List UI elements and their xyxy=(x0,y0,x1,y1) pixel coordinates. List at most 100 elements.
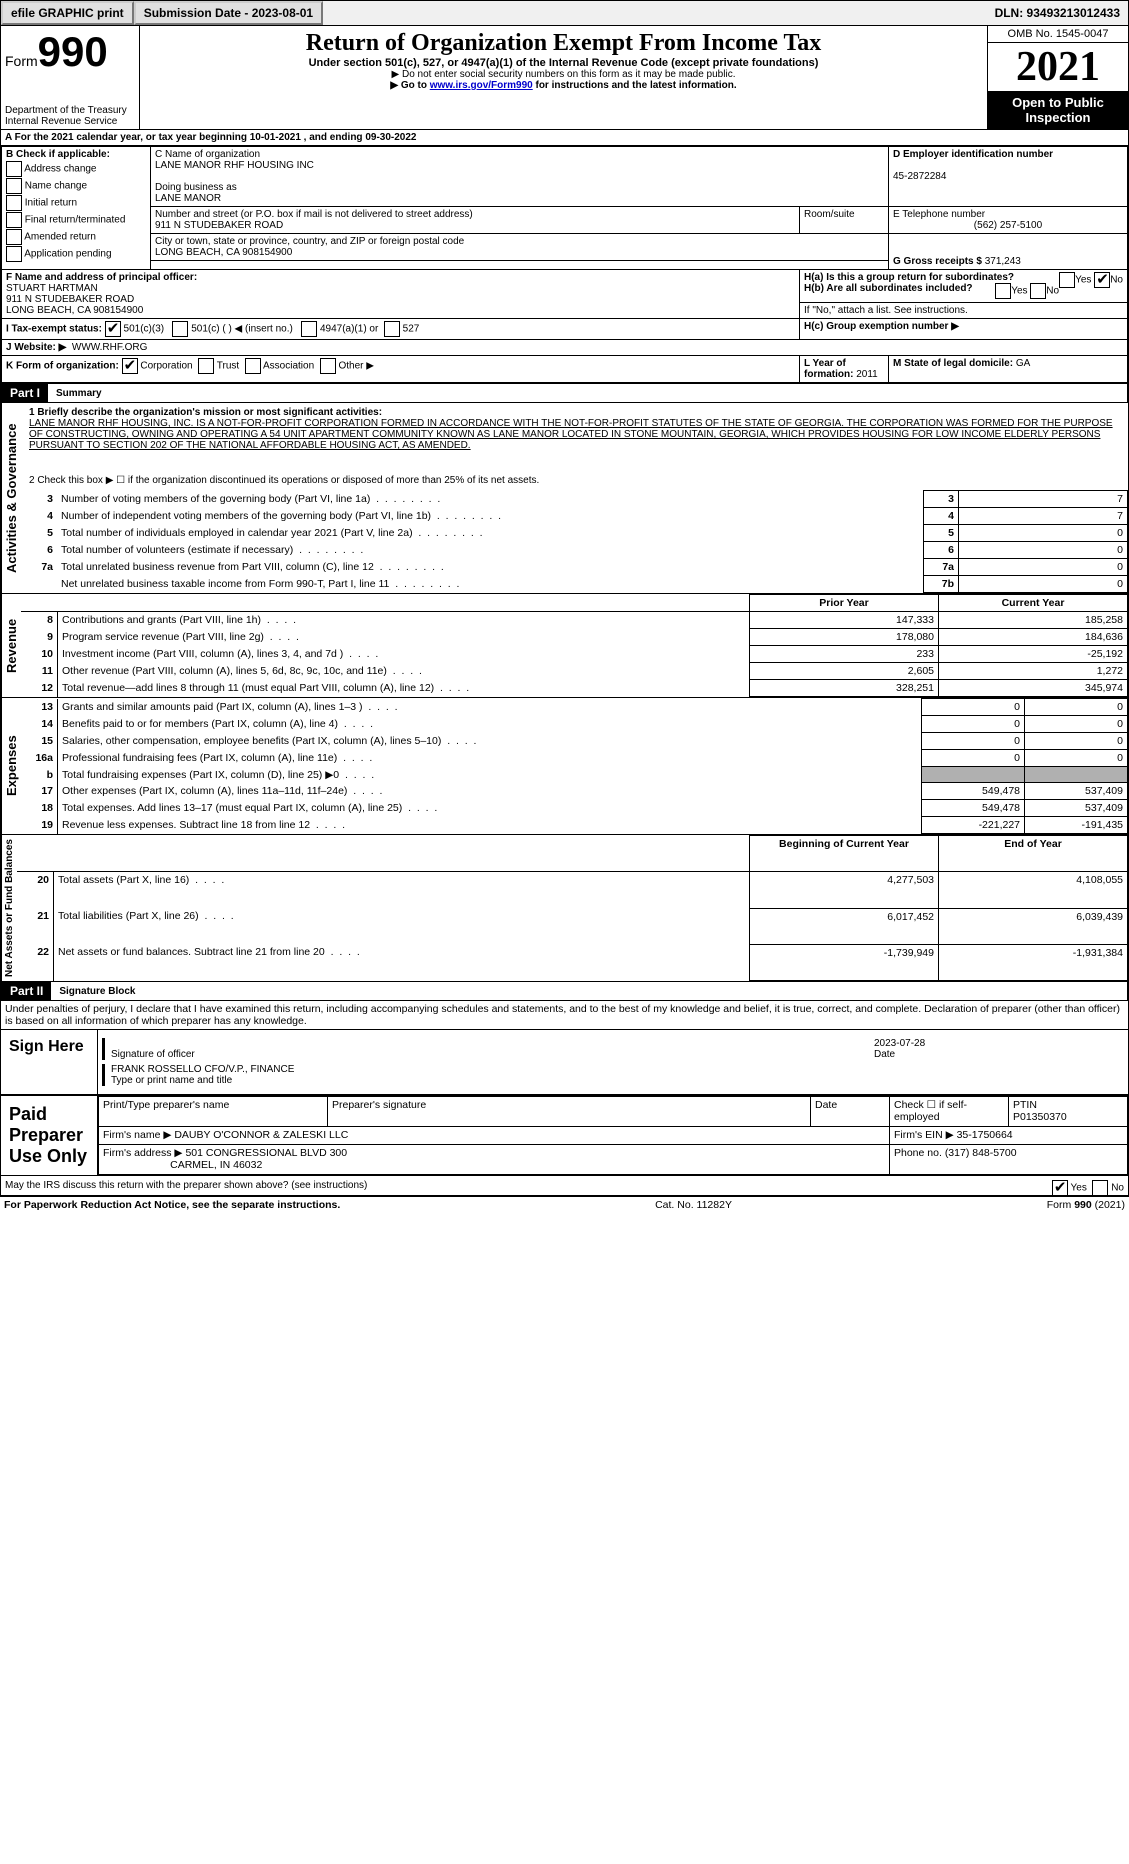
ein: 45-2872284 xyxy=(893,171,946,182)
url-note: ▶ Go to www.irs.gov/Form990 for instruct… xyxy=(148,80,979,91)
hb-no[interactable] xyxy=(1030,283,1046,299)
k-assoc[interactable] xyxy=(245,358,261,374)
preparer-table: Print/Type preparer's name Preparer's si… xyxy=(98,1096,1128,1175)
mission-text: LANE MANOR RHF HOUSING, INC. IS A NOT-FO… xyxy=(29,418,1113,451)
boxb-check[interactable] xyxy=(6,178,22,194)
gross-receipts: 371,243 xyxy=(985,256,1021,267)
date-label: Date xyxy=(874,1049,895,1060)
firm-addr1: 501 CONGRESSIONAL BLVD 300 xyxy=(185,1147,347,1159)
ssn-note: ▶ Do not enter social security numbers o… xyxy=(148,69,979,80)
box-b-label: B Check if applicable: xyxy=(6,149,110,160)
box-l-label: L Year of formation: xyxy=(804,358,853,380)
expenses-table: 13Grants and similar amounts paid (Part … xyxy=(21,698,1128,834)
box-k-label: K Form of organization: xyxy=(6,361,119,372)
state-domicile: GA xyxy=(1016,358,1030,369)
part1-header: Part I Summary xyxy=(1,383,1128,403)
irs-link[interactable]: www.irs.gov/Form990 xyxy=(430,80,533,91)
k-corp[interactable] xyxy=(122,358,138,374)
box-c-dba-label: Doing business as xyxy=(155,182,237,193)
city-label: City or town, state or province, country… xyxy=(155,236,464,247)
i-4947[interactable] xyxy=(301,321,317,337)
k-other[interactable] xyxy=(320,358,336,374)
ptin-label: PTIN xyxy=(1013,1099,1037,1111)
dln: DLN: 93493213012433 xyxy=(987,3,1128,23)
cat-number: Cat. No. 11282Y xyxy=(655,1199,732,1211)
website: WWW.RHF.ORG xyxy=(72,342,148,353)
box-j-label: J Website: ▶ xyxy=(6,342,66,353)
city: LONG BEACH, CA 908154900 xyxy=(155,247,292,258)
officer-printed-name: FRANK ROSSELLO CFO/V.P., FINANCE xyxy=(111,1064,294,1075)
street-label: Number and street (or P.O. box if mail i… xyxy=(155,209,473,220)
i-527[interactable] xyxy=(384,321,400,337)
firm-name: DAUBY O'CONNOR & ZALESKI LLC xyxy=(174,1129,348,1141)
revenue-table: Prior YearCurrent Year8Contributions and… xyxy=(21,594,1128,697)
firm-phone: (317) 848-5700 xyxy=(945,1147,1017,1159)
k-trust[interactable] xyxy=(198,358,214,374)
sig-officer-label: Signature of officer xyxy=(111,1049,195,1060)
sig-date: 2023-07-28 xyxy=(874,1038,925,1049)
entity-info-table: B Check if applicable: Address change Na… xyxy=(1,146,1128,383)
box-hb: H(b) Are all subordinates included? xyxy=(804,283,973,294)
boxb-check[interactable] xyxy=(6,161,22,177)
side-activities: Activities & Governance xyxy=(1,403,21,593)
efile-label: efile GRAPHIC print xyxy=(1,1,134,25)
part2-header: Part II Signature Block xyxy=(1,981,1128,1001)
tax-year: 2021 xyxy=(988,43,1128,91)
discuss-yes[interactable] xyxy=(1052,1180,1068,1196)
box-c-name-label: C Name of organization xyxy=(155,149,260,160)
box-hc: H(c) Group exemption number ▶ xyxy=(804,321,959,332)
ha-yes[interactable] xyxy=(1059,272,1075,288)
ha-no[interactable] xyxy=(1094,272,1110,288)
org-name: LANE MANOR RHF HOUSING INC xyxy=(155,160,314,171)
form-header: Form990 Department of the TreasuryIntern… xyxy=(0,26,1129,130)
org-dba: LANE MANOR xyxy=(155,193,221,204)
firm-ein: 35-1750664 xyxy=(957,1129,1013,1141)
pp-name-label: Print/Type preparer's name xyxy=(99,1097,328,1127)
firm-ein-label: Firm's EIN ▶ xyxy=(894,1129,954,1141)
boxb-check[interactable] xyxy=(6,229,22,245)
side-expenses: Expenses xyxy=(1,698,21,834)
telephone: (562) 257-5100 xyxy=(893,220,1123,231)
efile-topbar: efile GRAPHIC print Submission Date - 20… xyxy=(0,0,1129,26)
box-i-label: I Tax-exempt status: xyxy=(6,324,102,335)
box-g-label: G Gross receipts $ xyxy=(893,256,982,267)
part1-title: Summary xyxy=(48,388,102,399)
page-footer: For Paperwork Reduction Act Notice, see … xyxy=(0,1196,1129,1213)
treasury: Department of the TreasuryInternal Reven… xyxy=(5,105,127,127)
year-formation: 2011 xyxy=(856,369,878,380)
pp-date-label: Date xyxy=(811,1097,890,1127)
form-title: Return of Organization Exempt From Incom… xyxy=(148,30,979,57)
open-to-public: Open to Public Inspection xyxy=(988,91,1128,129)
form-word: Form xyxy=(5,53,38,69)
room-label: Room/suite xyxy=(800,207,889,234)
pp-self-employed[interactable]: Check ☐ if self-employed xyxy=(890,1097,1009,1127)
boxb-check[interactable] xyxy=(6,212,22,228)
officer-addr2: LONG BEACH, CA 908154900 xyxy=(6,305,143,316)
box-e-label: E Telephone number xyxy=(893,209,985,220)
firm-addr2: CARMEL, IN 46032 xyxy=(170,1159,262,1171)
boxb-check[interactable] xyxy=(6,195,22,211)
box-d-label: D Employer identification number xyxy=(893,149,1053,160)
netassets-table: Beginning of Current YearEnd of Year20To… xyxy=(17,835,1128,981)
side-netassets: Net Assets or Fund Balances xyxy=(1,835,17,981)
discuss-no[interactable] xyxy=(1092,1180,1108,1196)
i-501c[interactable] xyxy=(172,321,188,337)
phone-label: Phone no. xyxy=(894,1147,942,1159)
side-revenue: Revenue xyxy=(1,594,21,697)
officer-addr1: 911 N STUDEBAKER ROAD xyxy=(6,294,134,305)
officer-name: STUART HARTMAN xyxy=(6,283,98,294)
form-footer: 990 xyxy=(1074,1199,1092,1211)
pp-sig-label: Preparer's signature xyxy=(328,1097,811,1127)
box-f-label: F Name and address of principal officer: xyxy=(6,272,197,283)
period-line: A For the 2021 calendar year, or tax yea… xyxy=(1,130,1128,146)
discuss-question: May the IRS discuss this return with the… xyxy=(5,1180,367,1191)
l2-text: 2 Check this box ▶ ☐ if the organization… xyxy=(21,455,1128,490)
firm-addr-label: Firm's address ▶ xyxy=(103,1147,183,1159)
boxb-check[interactable] xyxy=(6,246,22,262)
ptin: P01350370 xyxy=(1013,1111,1067,1123)
form-number: 990 xyxy=(38,28,108,75)
i-501c3[interactable] xyxy=(105,321,121,337)
perjury-declaration: Under penalties of perjury, I declare th… xyxy=(1,1001,1128,1029)
type-name-label: Type or print name and title xyxy=(111,1075,232,1086)
hb-yes[interactable] xyxy=(995,283,1011,299)
